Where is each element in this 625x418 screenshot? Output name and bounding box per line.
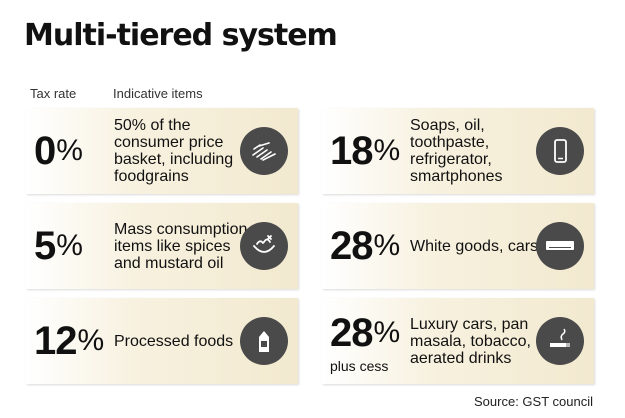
- tax-rate: 5%: [34, 223, 83, 268]
- tier-card-12: 12% Processed foods: [26, 298, 298, 384]
- cigarette-icon: [536, 317, 584, 365]
- tier-card-18: 18% Soaps, oil, toothpaste, refrigerator…: [322, 108, 594, 194]
- tier-description: Mass consumption items like spices and m…: [114, 220, 248, 272]
- grain-icon: [240, 127, 288, 175]
- milk-carton-icon: [240, 317, 288, 365]
- tax-rate: 18%: [330, 128, 400, 173]
- tier-card-0: 0% 50% of the consumer price basket, inc…: [26, 108, 298, 194]
- tier-description: White goods, cars: [410, 237, 539, 255]
- tax-rate: 28%: [330, 223, 400, 268]
- tier-description: 50% of the consumer price basket, includ…: [114, 117, 234, 185]
- cess-note: plus cess: [330, 358, 389, 374]
- tier-card-28-cess: 28% plus cess Luxury cars, pan masala, t…: [322, 298, 594, 384]
- smartphone-icon: [536, 127, 584, 175]
- source-note: Source: GST council: [474, 394, 593, 409]
- air-conditioner-icon: [536, 222, 584, 270]
- header-indicative-items: Indicative items: [113, 86, 203, 101]
- tier-description: Soaps, oil, toothpaste, refrigerator, sm…: [410, 117, 503, 185]
- tax-rate: 12%: [34, 318, 104, 363]
- tier-card-28: 28% White goods, cars: [322, 203, 594, 289]
- tier-description: Luxury cars, pan masala, tobacco, aerate…: [410, 315, 531, 367]
- page-title: Multi-tiered system: [24, 18, 338, 53]
- header-tax-rate: Tax rate: [30, 86, 77, 101]
- tier-description: Processed foods: [114, 332, 234, 350]
- tax-rate: 0%: [34, 128, 83, 173]
- tax-rate: 28%: [330, 310, 400, 355]
- tier-card-5: 5% Mass consumption items like spices an…: [26, 203, 298, 289]
- spices-icon: [240, 222, 288, 270]
